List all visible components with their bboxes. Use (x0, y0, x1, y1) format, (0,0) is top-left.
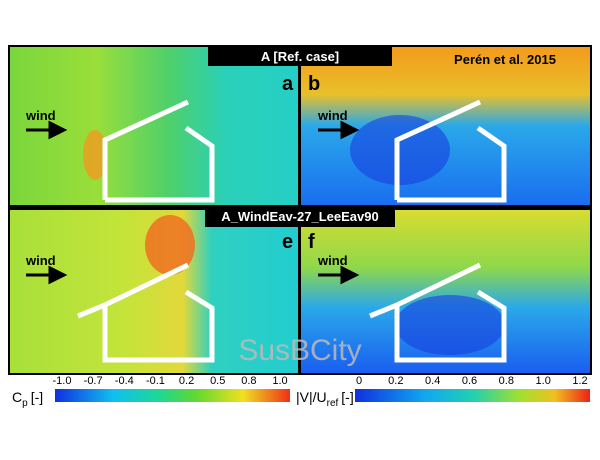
wind-indicators: wind wind wind wind (25, 108, 360, 285)
symbol: C (12, 389, 22, 405)
colorbar (355, 389, 590, 402)
colorbar-tick-label: -0.1 (146, 375, 165, 387)
wind-label: wind (25, 253, 56, 268)
colorbar-tick-label: 0.5 (210, 375, 225, 387)
colorbar-tick-label: 1.2 (572, 375, 587, 387)
colorbar-label: |V|/Uref [-] (296, 389, 354, 409)
panel-label: a (282, 73, 294, 95)
wind-label: wind (317, 253, 348, 268)
subscript: ref (327, 398, 339, 409)
colorbar-tick-label: -1.0 (53, 375, 72, 387)
building-f (369, 262, 507, 363)
building-e (77, 262, 215, 363)
colorbar-tick-label: -0.4 (115, 375, 134, 387)
panel-label: f (308, 231, 315, 253)
colorbar-tick-label: 0.6 (462, 375, 477, 387)
building-b (394, 99, 507, 203)
colorbar-tick-label: 1.0 (272, 375, 287, 387)
panel-label: b (308, 73, 320, 95)
panel-label: e (282, 231, 293, 253)
colorbar-tick-label: -0.7 (84, 375, 103, 387)
wind-label: wind (317, 108, 348, 123)
building-a (102, 99, 215, 203)
unit: [-] (31, 389, 43, 405)
watermark: SusBCity (238, 334, 361, 367)
banner (205, 205, 395, 227)
wind-arrow (318, 265, 360, 285)
banner (208, 47, 392, 66)
colorbar (55, 389, 290, 402)
pressure-spot (83, 130, 107, 180)
wind-arrow (26, 265, 68, 285)
colorbar-tick-label: 0.4 (425, 375, 440, 387)
unit: [-] (341, 389, 353, 405)
banner-title: A [Ref. case] (261, 49, 339, 64)
wind-arrow (318, 120, 360, 140)
colorbar-tick-label: 1.0 (536, 375, 551, 387)
citation: Perén et al. 2015 (454, 52, 556, 67)
low-velocity (350, 115, 450, 185)
colorbar-label: Cp [-] (12, 389, 43, 409)
symbol: |V|/U (296, 389, 327, 405)
colorbar-tick-label: 0.2 (179, 375, 194, 387)
wind-arrow (26, 120, 68, 140)
subscript: p (22, 398, 28, 409)
colorbar-tick-label: 0.8 (241, 375, 256, 387)
banner-title: A_WindEav-27_LeeEav90 (221, 209, 378, 224)
low-velocity (395, 295, 505, 355)
colorbar-ticks: -1.0 -0.7 -0.4 -0.1 0.2 0.5 0.8 1.0 0 0.2 0.4 0.6 0.… (53, 375, 588, 387)
colorbar-tick-label: 0.2 (388, 375, 403, 387)
pressure-spot (145, 215, 195, 275)
colorbar-tick-label: 0.8 (499, 375, 514, 387)
colorbar-tick-label: 0 (356, 375, 362, 387)
wind-label: wind (25, 108, 56, 123)
